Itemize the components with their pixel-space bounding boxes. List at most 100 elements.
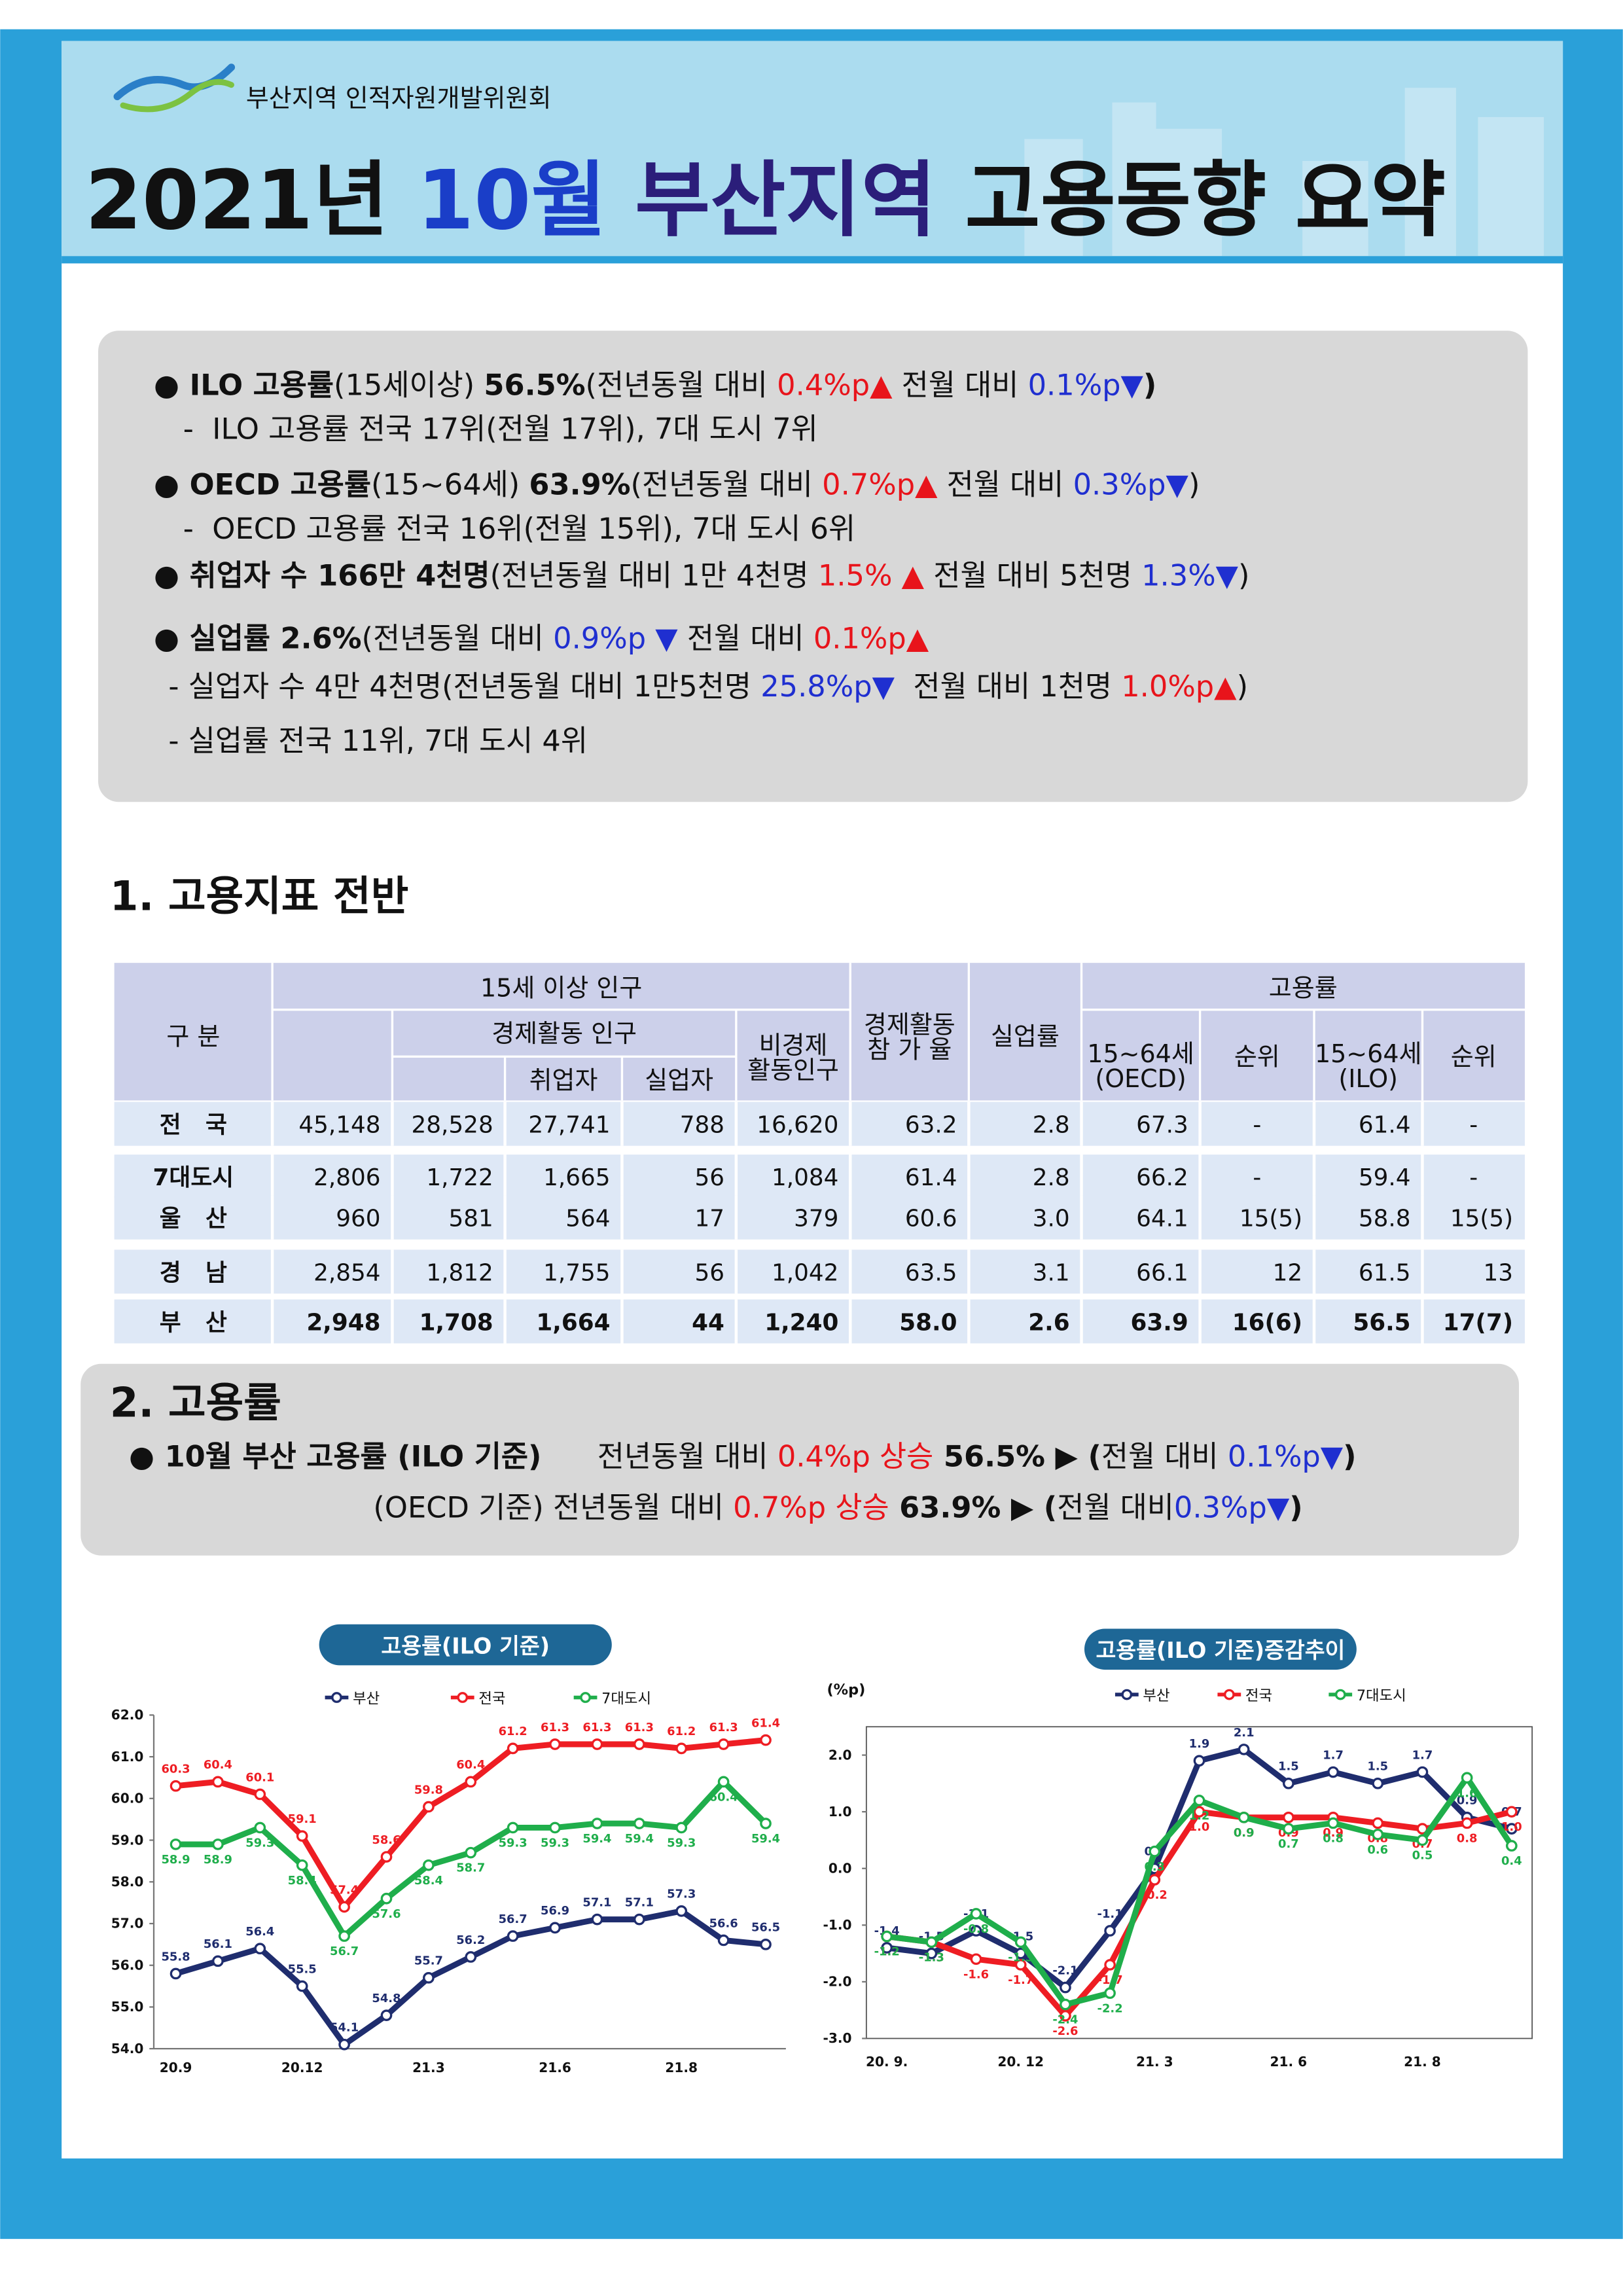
table-cell: 379	[794, 1206, 838, 1232]
text-segment: 전월 대비	[937, 467, 1073, 502]
text-line: - ILO 고용률 전국 17위(전월 17위), 7대 도시 7위	[183, 412, 818, 446]
table-cell: 66.2	[1136, 1164, 1188, 1191]
table-cell: 16,620	[757, 1112, 838, 1139]
data-label: 55.5	[288, 1962, 317, 1976]
table-cell: 788	[680, 1112, 724, 1139]
y-tick-label: -1.0	[823, 1917, 852, 1933]
text-segment: - ILO 고용률 전국 17위(전월 17위), 7대 도시 7위	[183, 412, 818, 446]
table-header-cell: 활동인구	[747, 1056, 839, 1085]
data-label: 61.2	[499, 1725, 527, 1738]
data-label: -1.7	[1008, 1973, 1033, 1987]
data-label: 61.3	[709, 1721, 738, 1734]
data-label: 1.5	[1367, 1760, 1388, 1774]
data-label: 1.7	[1412, 1748, 1433, 1762]
data-point	[296, 1830, 308, 1842]
data-point	[423, 1859, 435, 1871]
text-segment: 0.7%p 상승	[733, 1490, 889, 1525]
data-point	[1060, 1981, 1071, 1994]
data-label: 1.7	[1323, 1748, 1344, 1762]
data-label: 57.1	[625, 1895, 654, 1909]
text-segment: 0.9%p ▼	[553, 620, 678, 655]
data-point	[549, 1821, 561, 1834]
logo-swoosh	[120, 79, 234, 113]
title-part: 10월	[417, 152, 606, 248]
data-point	[881, 1942, 893, 1954]
table-cell: 2.6	[1028, 1309, 1069, 1336]
table-row-bg	[114, 1249, 1525, 1294]
table-cell: 66.1	[1136, 1259, 1188, 1286]
header-rule	[62, 256, 1563, 264]
data-label: 58.4	[414, 1874, 443, 1888]
data-label: 0.8	[1323, 1832, 1344, 1846]
data-point	[1461, 1772, 1473, 1784]
text-line: ● 취업자 수 166만 4천명(전년동월 대비 1만 4천명 1.5% ▲ 전…	[154, 558, 1250, 592]
table-header-cell: 15~64세	[1087, 1039, 1194, 1068]
text-segment: 전월 대비 5천명	[924, 558, 1141, 592]
data-point	[970, 1908, 982, 1920]
y-tick-label: 55.0	[111, 1999, 144, 2015]
legend-label: 7대도시	[601, 1690, 651, 1707]
data-point	[549, 1922, 561, 1934]
table-cell: 61.5	[1359, 1259, 1411, 1286]
table-cell: 15(5)	[1240, 1206, 1302, 1232]
data-label: 56.2	[456, 1933, 485, 1947]
table-cell: 56	[694, 1259, 724, 1286]
data-point	[717, 1934, 730, 1946]
header-skyline	[1024, 88, 1544, 257]
y-tick-label: 57.0	[111, 1916, 144, 1931]
data-label: 1.2	[1189, 1809, 1210, 1823]
table-cell: 2,806	[313, 1164, 380, 1191]
data-label: 59.4	[582, 1832, 611, 1846]
data-label: 55.7	[414, 1954, 443, 1968]
data-label: 61.2	[667, 1725, 696, 1738]
data-label: 61.3	[582, 1721, 611, 1734]
y-tick-label: 59.0	[111, 1832, 144, 1848]
table-cell: 경 남	[160, 1259, 227, 1286]
table-row-bg	[114, 1155, 1525, 1199]
data-point	[507, 1742, 519, 1755]
data-point	[633, 1818, 645, 1829]
y-tick-label: -3.0	[823, 2030, 852, 2046]
building	[1149, 128, 1222, 257]
data-label: 59.4	[625, 1832, 654, 1846]
data-point	[380, 1892, 393, 1905]
text-segment: 전월 대비	[1057, 1490, 1174, 1525]
text-segment: ●	[154, 368, 190, 403]
data-point	[970, 1953, 982, 1965]
data-label: 59.3	[499, 1836, 527, 1850]
data-point	[1327, 1817, 1339, 1829]
text-segment: 전년동월 대비	[541, 1439, 777, 1473]
text-line: ● 실업률 2.6%(전년동월 대비 0.9%p ▼ 전월 대비 0.1%p▲	[154, 620, 929, 655]
text-line: ● ILO 고용률(15세이상) 56.5%(전년동월 대비 0.4%p▲ 전월…	[154, 368, 1156, 403]
text-segment: 63.9%	[889, 1490, 1001, 1525]
table-cell: 67.3	[1136, 1112, 1188, 1139]
data-label: 59.8	[414, 1783, 443, 1797]
table-header-cell: 고용률	[1269, 974, 1338, 1003]
table-cell: 2.8	[1033, 1112, 1070, 1139]
data-point	[423, 1801, 435, 1813]
text-segment: 1.5% ▲	[818, 558, 925, 592]
charts: 고용률(ILO 기준) 54.0 55.0 56.0 57.0 58.0 59.0 60.0 6…	[111, 1624, 1533, 2075]
data-label: 59.3	[667, 1836, 696, 1850]
text-segment: 63.9%	[529, 467, 630, 502]
table-header-cell: 취업자	[529, 1066, 598, 1094]
data-point	[465, 1846, 477, 1859]
data-label: 54.8	[372, 1992, 401, 2005]
data-point	[1149, 1874, 1161, 1886]
table-row-bg	[114, 1299, 1525, 1344]
x-tick-label: 21. 8	[1404, 2054, 1441, 2070]
data-label: 56.1	[204, 1937, 232, 1951]
x-tick-label: 21. 3	[1136, 2054, 1173, 2070]
text-segment: )	[1143, 368, 1156, 403]
text-segment: ●	[154, 558, 190, 592]
text-segment: (15~64세)	[371, 467, 529, 502]
data-point	[338, 2038, 350, 2051]
data-point	[1506, 1823, 1518, 1835]
data-label: -2.1	[1052, 1964, 1078, 1977]
data-point	[212, 1955, 224, 1967]
data-point	[1372, 1817, 1384, 1829]
table-cell: 7대도시	[153, 1164, 234, 1191]
table-header-cell: 순위	[1451, 1043, 1497, 1071]
